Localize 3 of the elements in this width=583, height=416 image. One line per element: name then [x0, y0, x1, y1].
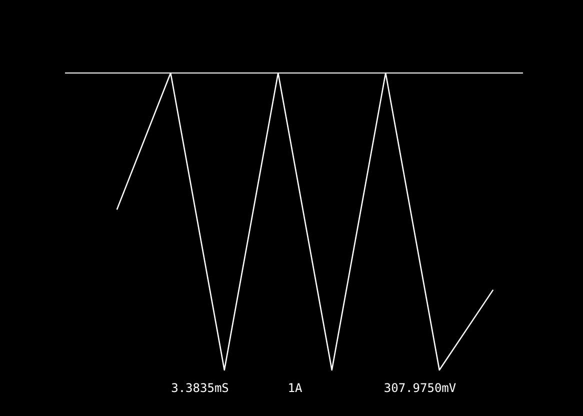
text: 3.3835mS [171, 381, 229, 395]
text: 307.9750mV [384, 381, 456, 395]
text: 1A [288, 381, 303, 395]
